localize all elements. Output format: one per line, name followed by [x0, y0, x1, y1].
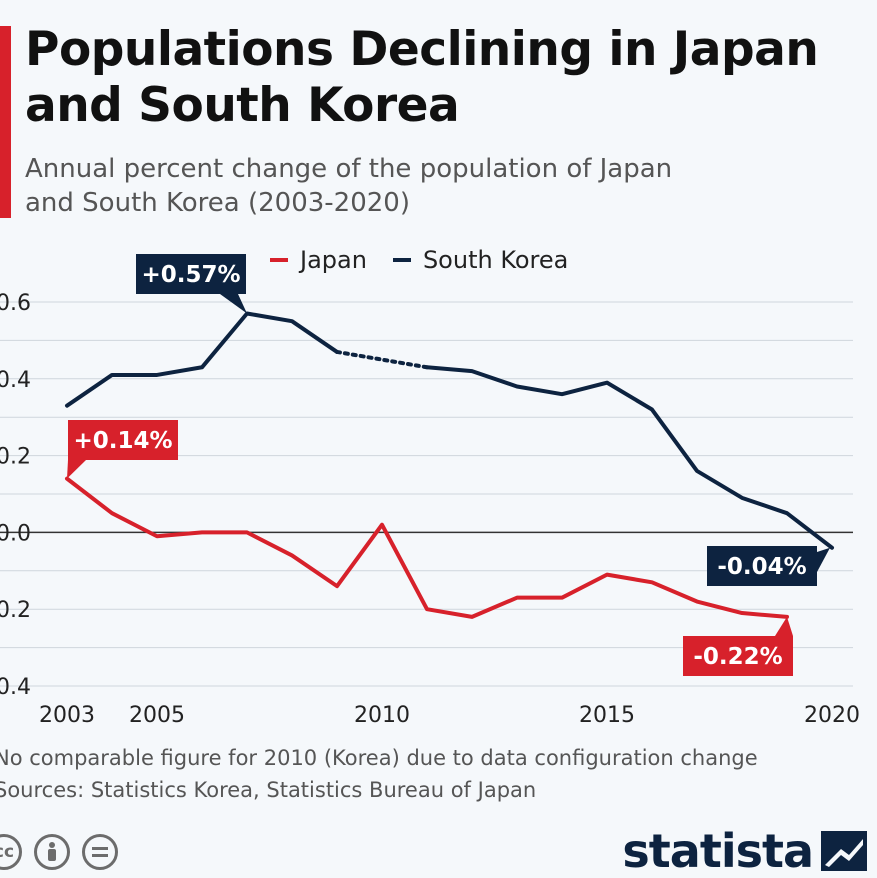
cc-icon[interactable]: cc: [0, 834, 22, 870]
no-derivatives-icon[interactable]: [82, 834, 118, 870]
annotation-box: [707, 546, 817, 586]
chart-title: Populations Declining in Japan and South…: [25, 22, 819, 133]
license-icons: cc: [0, 834, 130, 870]
chart-subtitle: Annual percent change of the population …: [25, 154, 673, 218]
line-chart: 0.6 0.4 0.2 0.0 0.2 0.4 2003 2005 2010 2015 2020 +0…: [0, 254, 860, 728]
equals-glyph: [92, 847, 108, 857]
x-tick-label: 2015: [579, 703, 635, 728]
series-line-south-korea: [425, 365, 834, 550]
legend-label-south-korea: South Korea: [422, 246, 569, 274]
y-tick-label: 0.0: [0, 521, 31, 546]
statista-logo[interactable]: statista: [622, 828, 867, 874]
annotation-pointer: [817, 547, 830, 572]
person-glyph: [48, 842, 56, 861]
legend-swatch-south-korea: [392, 258, 411, 262]
annotation-box: [136, 254, 246, 294]
annotation-pointer: [220, 294, 247, 314]
y-tick-label: 0.4: [0, 368, 31, 393]
footnote-block: No comparable figure for 2010 (Korea) du…: [0, 742, 874, 806]
y-tick-label: 0.6: [0, 291, 31, 316]
attribution-icon[interactable]: [34, 834, 70, 870]
legend: Japan South Korea: [270, 244, 594, 276]
series-gap-south-korea: [335, 349, 429, 370]
statista-mark-icon: [821, 831, 867, 871]
annotation-pointer: [775, 616, 793, 636]
legend-item-south-korea: South Korea: [392, 246, 569, 274]
annotation-box: [683, 636, 793, 676]
series-line-south-korea: [65, 311, 339, 408]
annotation-label: -0.22%: [693, 644, 782, 670]
x-tick-label: 2010: [354, 703, 410, 728]
y-tick-label: 0.2: [0, 445, 31, 470]
footnote-sources: Sources: Statistics Korea, Statistics Bu…: [0, 778, 537, 802]
legend-label-japan: Japan: [300, 246, 367, 274]
annotation-box: [68, 420, 178, 460]
y-tick-label: 0.4: [0, 675, 31, 700]
annotation-label: -0.04%: [717, 554, 806, 580]
footnote-note: No comparable figure for 2010 (Korea) du…: [0, 746, 758, 770]
series-line-japan: [65, 476, 789, 619]
annotation-label: +0.57%: [141, 262, 240, 288]
y-tick-label: 0.2: [0, 598, 31, 623]
x-tick-label: 2020: [804, 703, 860, 728]
x-tick-label: 2003: [39, 703, 95, 728]
title-accent-bar: [0, 26, 11, 218]
annotation-pointer: [67, 460, 86, 479]
statista-wordmark: statista: [622, 824, 814, 878]
legend-item-japan: Japan: [270, 246, 367, 274]
annotation-label: +0.14%: [73, 428, 172, 454]
legend-swatch-japan: [270, 258, 288, 262]
x-tick-label: 2005: [129, 703, 185, 728]
